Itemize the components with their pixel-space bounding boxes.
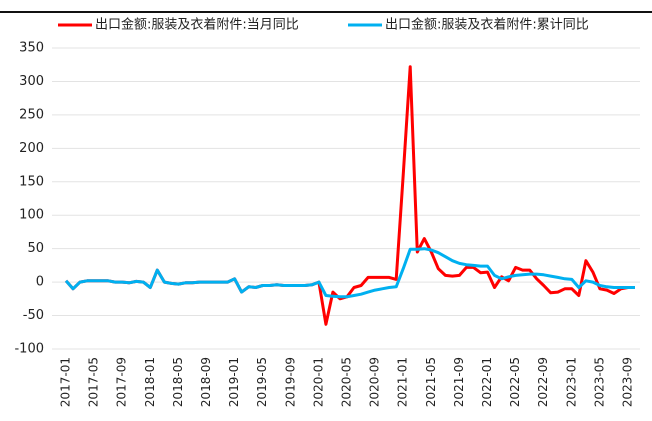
y-tick-label: 200	[19, 141, 44, 156]
x-tick-label: 2020-01	[311, 357, 325, 407]
y-tick-label: 300	[19, 74, 44, 89]
y-tick-label: 150	[19, 174, 44, 189]
x-tick-label: 2023-09	[621, 357, 635, 407]
x-tick-label: 2017-01	[59, 357, 73, 407]
y-tick-label: -100	[14, 342, 44, 357]
legend-label: 出口金额:服装及衣着附件:当月同比	[95, 17, 299, 33]
x-tick-label: 2021-01	[396, 357, 410, 407]
x-tick-label: 2022-09	[536, 357, 550, 407]
x-tick-label: 2018-01	[143, 357, 157, 407]
legend-label: 出口金额:服装及衣着附件:累计同比	[385, 17, 589, 33]
x-tick-label: 2022-01	[480, 357, 494, 407]
x-tick-label: 2022-05	[508, 357, 522, 407]
x-tick-label: 2023-01	[564, 357, 578, 407]
y-tick-label: 50	[27, 241, 44, 256]
y-tick-label: 100	[19, 208, 44, 223]
x-tick-label: 2021-05	[424, 357, 438, 407]
x-tick-label: 2017-05	[87, 357, 101, 407]
x-tick-label: 2019-01	[227, 357, 241, 407]
x-tick-label: 2019-05	[255, 357, 269, 407]
x-tick-label: 2023-05	[592, 357, 606, 407]
x-tick-label: 2021-09	[452, 357, 466, 407]
y-tick-label: 250	[19, 107, 44, 122]
x-tick-label: 2018-05	[171, 357, 185, 407]
y-tick-label: 350	[19, 41, 44, 56]
x-tick-label: 2020-09	[368, 357, 382, 407]
y-tick-label: 0	[36, 275, 44, 290]
x-tick-label: 2018-09	[199, 357, 213, 407]
x-tick-label: 2020-05	[340, 357, 354, 407]
y-tick-label: -50	[23, 308, 44, 323]
x-tick-label: 2017-09	[115, 357, 129, 407]
series-line	[64, 247, 635, 299]
x-tick-label: 2019-09	[283, 357, 297, 407]
